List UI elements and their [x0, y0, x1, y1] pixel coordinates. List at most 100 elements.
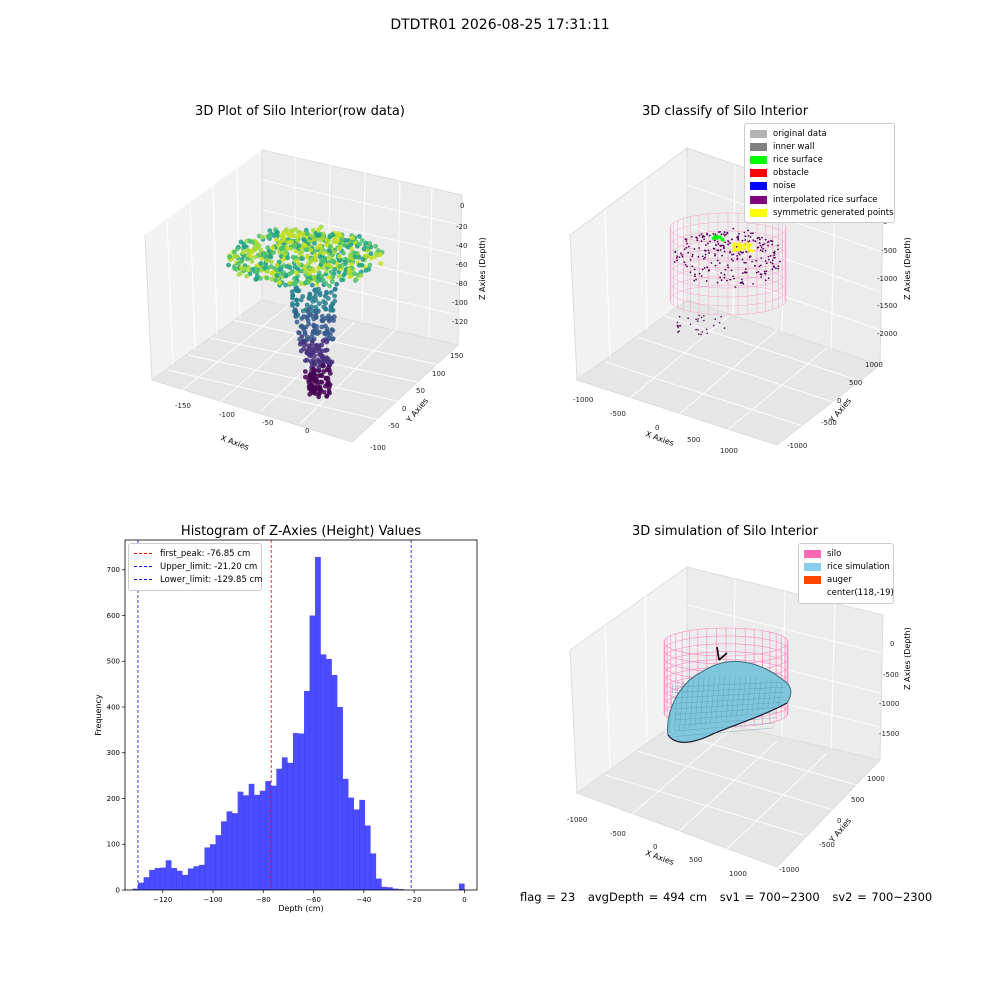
- histogram-bar: [281, 757, 288, 890]
- classified-point: [755, 271, 758, 274]
- scatter-point: [308, 247, 314, 253]
- scatter-point: [302, 242, 308, 248]
- scatter-point: [302, 369, 308, 374]
- classified-point: [723, 273, 726, 276]
- scatter-point: [343, 259, 348, 265]
- rice-surface-point: [718, 235, 722, 239]
- scatter-point: [270, 245, 275, 251]
- classified-point: [767, 244, 769, 247]
- classified-point: [700, 333, 702, 336]
- classified-point: [726, 231, 729, 234]
- scatter-point: [318, 373, 324, 378]
- classified-point: [691, 253, 694, 256]
- svg-text:1000: 1000: [865, 361, 883, 369]
- svg-text:-50: -50: [262, 419, 273, 427]
- histogram-chart: −120 −100 −80 −60 −40 −20 0 0 100 200 300 400 500 60…: [94, 539, 478, 913]
- scatter-point: [297, 336, 302, 342]
- scatter-point: [323, 348, 328, 353]
- histogram-bar: [160, 867, 166, 890]
- scatter-point: [311, 316, 317, 322]
- histogram-bar: [265, 781, 272, 890]
- legend-entry: center(118,-19): [804, 587, 894, 600]
- classified-point: [726, 264, 729, 267]
- scatter-point: [308, 233, 314, 238]
- scatter-point: [325, 359, 331, 364]
- symmetric-point: [741, 247, 745, 251]
- classify-x-ticks: -1000 -500 0 500 1000: [573, 396, 738, 455]
- scatter-point: [299, 256, 304, 261]
- scatter-point: [327, 283, 332, 289]
- classified-point: [687, 251, 690, 254]
- svg-text:-1000: -1000: [877, 275, 897, 283]
- simulation-plot-title: 3D simulation of Silo Interior: [632, 524, 818, 539]
- histogram-bar: [392, 888, 399, 890]
- histogram-bar: [176, 870, 183, 890]
- scatter-point: [319, 314, 325, 319]
- scatter-point: [232, 249, 237, 255]
- classified-point: [744, 239, 746, 241]
- scatter-point: [337, 273, 342, 279]
- scatter-point: [319, 318, 325, 323]
- classified-point: [764, 260, 767, 262]
- classified-point: [777, 265, 780, 267]
- classified-point: [700, 240, 703, 243]
- classified-point: [722, 233, 725, 235]
- classified-point: [684, 264, 687, 266]
- classified-point: [727, 243, 729, 246]
- classified-point: [757, 271, 760, 273]
- scatter-point: [258, 267, 264, 273]
- svg-text:0: 0: [305, 427, 309, 435]
- histogram-bar: [232, 813, 238, 890]
- scatter-point: [331, 314, 337, 320]
- scatter-point: [326, 248, 332, 253]
- scatter-point: [294, 319, 300, 325]
- scatter-point: [326, 318, 332, 324]
- classified-point: [762, 247, 764, 250]
- scatter-point: [234, 254, 240, 259]
- scatter-point: [310, 338, 315, 343]
- classified-point: [723, 234, 726, 237]
- classified-point: [748, 240, 751, 242]
- classified-point: [703, 267, 706, 269]
- classified-point: [744, 271, 747, 274]
- scatter-point: [326, 262, 331, 268]
- classified-point: [744, 268, 747, 271]
- scatter-point: [326, 274, 332, 280]
- classified-point: [700, 316, 703, 319]
- classified-point: [703, 238, 705, 241]
- scatter-point: [240, 250, 246, 255]
- scatter-point: [313, 343, 318, 349]
- classified-point: [714, 233, 717, 236]
- scatter-point: [326, 313, 331, 319]
- legend-entry: Lower_limit: -129.85 cm: [134, 573, 262, 586]
- scatter-point: [316, 301, 322, 307]
- legend-line-swatch: [134, 579, 152, 581]
- classified-point: [759, 244, 762, 247]
- scatter-point: [308, 373, 313, 378]
- svg-text:50: 50: [416, 387, 425, 395]
- classified-point: [723, 276, 726, 279]
- classified-point: [695, 318, 697, 321]
- classified-point: [687, 245, 690, 248]
- scatter-point: [301, 237, 306, 242]
- classified-point: [681, 254, 683, 256]
- histogram-bar: [337, 706, 343, 890]
- classified-point: [706, 232, 708, 235]
- classified-point: [717, 243, 720, 245]
- classified-point: [737, 237, 740, 239]
- classified-point: [765, 262, 768, 265]
- classify-plot-title: 3D classify of Silo Interior: [641, 104, 809, 119]
- classified-point: [726, 279, 728, 282]
- histogram-bar: [375, 878, 382, 890]
- histogram-bar: [254, 794, 260, 890]
- scatter-point: [285, 255, 290, 261]
- x-tick-label: −40: [356, 896, 371, 904]
- classified-point: [732, 275, 734, 278]
- scatter-point: [258, 261, 264, 266]
- scatter-point: [281, 230, 286, 236]
- legend-swatch: [750, 208, 767, 217]
- legend-swatch: [750, 195, 767, 204]
- scatter-point: [284, 227, 289, 232]
- svg-text:500: 500: [851, 796, 864, 804]
- scatter-point: [363, 268, 369, 273]
